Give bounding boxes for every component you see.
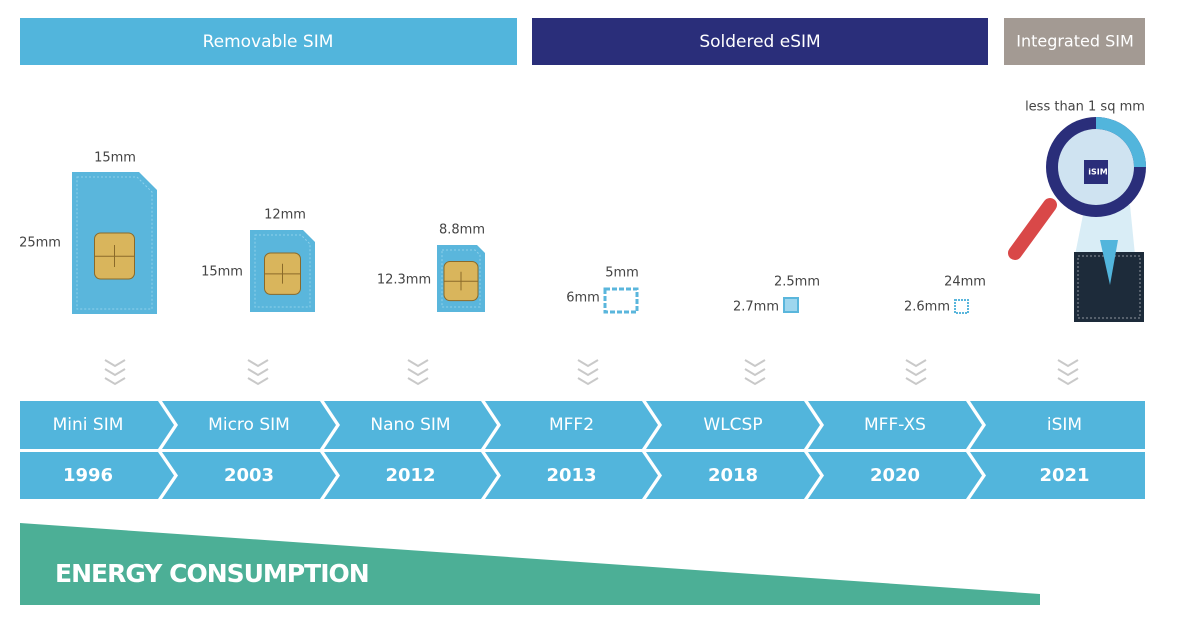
item-year: 2003 — [224, 465, 274, 486]
item-year: 1996 — [63, 465, 113, 486]
down-chevron — [1057, 359, 1079, 368]
year-cell — [970, 452, 1145, 499]
width-label: 24mm — [944, 275, 986, 290]
down-chevron — [407, 377, 429, 386]
sim-outline — [76, 176, 153, 310]
header-label: Removable SIM — [203, 32, 334, 52]
down-chevron — [905, 368, 927, 377]
chip-label: iSIM — [1088, 168, 1107, 177]
mffxs-chip — [954, 299, 969, 314]
item-name: MFF-XS — [864, 415, 926, 435]
header-bar — [532, 18, 988, 65]
energy-label: ENERGY CONSUMPTION — [55, 559, 369, 588]
down-chevron — [744, 377, 766, 386]
down-chevron — [577, 359, 599, 368]
height-label: 12.3mm — [377, 273, 431, 288]
year-cell — [646, 452, 820, 499]
down-chevron — [104, 377, 126, 386]
year-cell — [324, 452, 497, 499]
width-label: 2.5mm — [774, 275, 820, 290]
item-name: MFF2 — [549, 415, 594, 435]
year-cell — [485, 452, 658, 499]
down-chevron — [744, 368, 766, 377]
width-label: 12mm — [264, 208, 306, 223]
down-chevron — [577, 377, 599, 386]
height-label: 6mm — [566, 291, 600, 306]
down-chevron — [247, 377, 269, 386]
header-bar — [1004, 18, 1145, 65]
down-chevron — [247, 359, 269, 368]
name-cell — [20, 401, 174, 449]
down-chevron — [247, 368, 269, 377]
energy-wedge — [20, 523, 1040, 605]
down-chevron — [1057, 377, 1079, 386]
item-year: 2012 — [385, 465, 435, 486]
year-cell — [808, 452, 982, 499]
item-year: 2020 — [870, 465, 920, 486]
down-chevron — [104, 368, 126, 377]
down-chevron — [905, 359, 927, 368]
name-cell — [485, 401, 658, 449]
height-label: 2.6mm — [904, 300, 950, 315]
item-name: WLCSP — [703, 415, 762, 435]
mff2-chip — [603, 287, 639, 314]
item-name: Nano SIM — [370, 415, 450, 435]
header-label: Soldered eSIM — [699, 32, 820, 52]
item-name: iSIM — [1047, 415, 1082, 435]
name-cell — [808, 401, 982, 449]
isim-illustration — [1008, 117, 1146, 322]
name-cell — [646, 401, 820, 449]
wlcsp-chip — [783, 297, 799, 313]
name-cell — [162, 401, 336, 449]
height-label: 15mm — [201, 265, 243, 280]
item-name: Micro SIM — [208, 415, 290, 435]
year-cell — [162, 452, 336, 499]
item-name: Mini SIM — [53, 415, 124, 435]
width-label: 5mm — [605, 266, 639, 281]
down-chevron — [1057, 368, 1079, 377]
sim-outline — [254, 234, 311, 308]
down-chevron — [407, 368, 429, 377]
header-label: Integrated SIM — [1016, 32, 1134, 51]
isim-note: less than 1 sq mm — [1025, 100, 1145, 115]
name-cell — [324, 401, 497, 449]
name-cell — [970, 401, 1145, 449]
year-cell — [20, 452, 174, 499]
down-chevron — [104, 359, 126, 368]
height-label: 25mm — [19, 236, 61, 251]
width-label: 15mm — [94, 151, 136, 166]
header-bar — [20, 18, 517, 65]
item-year: 2013 — [546, 465, 596, 486]
item-year: 2018 — [708, 465, 758, 486]
item-year: 2021 — [1039, 465, 1089, 486]
down-chevron — [905, 377, 927, 386]
down-chevron — [577, 368, 599, 377]
width-label: 8.8mm — [439, 223, 485, 238]
down-chevron — [744, 359, 766, 368]
down-chevron — [407, 359, 429, 368]
height-label: 2.7mm — [733, 300, 779, 315]
